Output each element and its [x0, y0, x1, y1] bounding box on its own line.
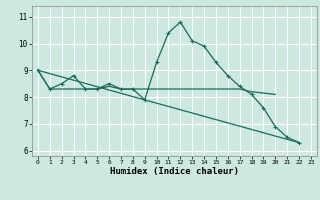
X-axis label: Humidex (Indice chaleur): Humidex (Indice chaleur) [110, 167, 239, 176]
